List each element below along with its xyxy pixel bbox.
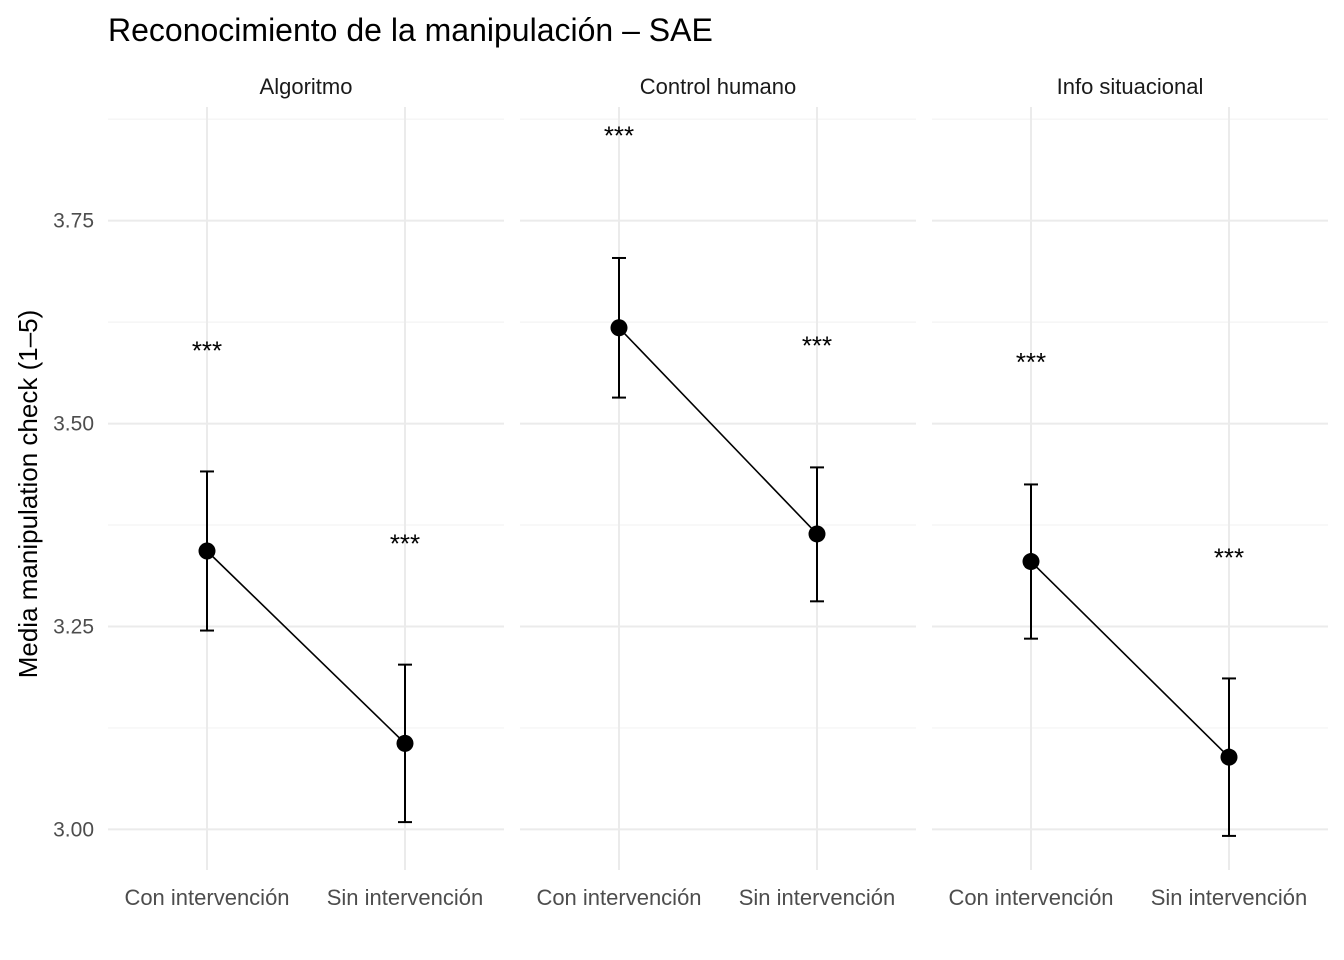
- facet-panel: Control humano Con intervención Sin interv…: [520, 74, 916, 910]
- data-point: [396, 734, 414, 752]
- facet-strip-label: Control humano: [640, 74, 797, 99]
- significance-label: ***: [802, 331, 832, 361]
- y-tick-label: 3.50: [53, 413, 94, 436]
- significance-label: ***: [1214, 542, 1244, 572]
- x-tick-label: Con intervención: [948, 885, 1113, 910]
- facet-strip-label: Algoritmo: [260, 74, 353, 99]
- x-tick-label: Sin intervención: [1151, 885, 1308, 910]
- x-tick-label: Sin intervención: [739, 885, 896, 910]
- data-point: [610, 319, 628, 337]
- facet-strip-label: Info situacional: [1057, 74, 1204, 99]
- data-point: [808, 525, 826, 543]
- series-line: [206, 550, 406, 744]
- significance-label: ***: [604, 120, 634, 150]
- facet-panel: Info situacional Con intervención Sin inte…: [932, 74, 1328, 910]
- x-tick-label: Con intervención: [536, 885, 701, 910]
- significance-label: ***: [1016, 347, 1046, 377]
- data-point: [198, 542, 216, 560]
- data-point: [1022, 553, 1040, 571]
- y-tick-label: 3.25: [53, 615, 94, 638]
- x-tick-label: Sin intervención: [327, 885, 484, 910]
- facet-panel: Algoritmo Con intervención Sin intervenció…: [108, 74, 504, 910]
- x-tick-label: Con intervención: [124, 885, 289, 910]
- significance-label: ***: [192, 336, 222, 366]
- chart-title: Reconocimiento de la manipulación – SAE: [108, 12, 713, 48]
- facet-panels: Algoritmo Con intervención Sin intervenció…: [53, 74, 1328, 910]
- series-line: [618, 327, 818, 535]
- data-point: [1220, 748, 1238, 766]
- y-tick-label: 3.75: [53, 210, 94, 233]
- y-tick-label: 3.00: [53, 818, 94, 841]
- significance-label: ***: [390, 529, 420, 559]
- series-line: [1030, 560, 1230, 758]
- y-axis-label: Media manipulation check (1–5): [13, 310, 43, 679]
